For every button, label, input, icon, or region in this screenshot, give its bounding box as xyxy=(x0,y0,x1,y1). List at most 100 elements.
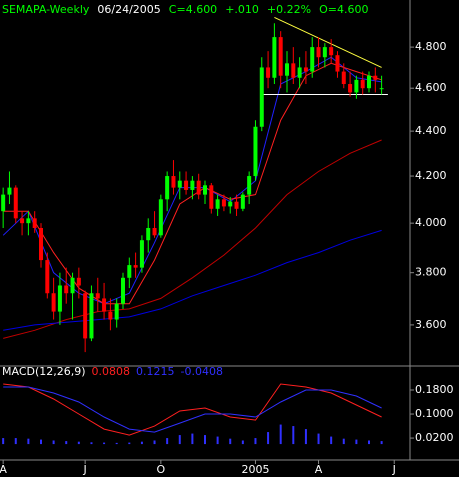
histogram-bar xyxy=(380,441,383,445)
legend-part: 0.0808 xyxy=(92,365,131,378)
candle-body xyxy=(247,176,252,195)
candle-body xyxy=(190,180,195,190)
x-tick-label: O xyxy=(157,463,166,476)
candle-body xyxy=(165,176,170,200)
candle-body xyxy=(221,199,226,207)
x-tick-label: A xyxy=(315,463,323,476)
candle-body xyxy=(348,84,353,93)
candle-body xyxy=(51,293,56,312)
histogram-bar xyxy=(267,432,270,445)
histogram-bar xyxy=(140,441,143,445)
x-tick-label: J xyxy=(83,463,87,476)
candle-body xyxy=(335,55,340,72)
histogram-bar xyxy=(216,436,219,445)
y-tick-label: 3.800 xyxy=(415,266,447,279)
candle-body xyxy=(303,67,308,72)
histogram-bar xyxy=(317,433,320,445)
histogram-bar xyxy=(191,433,194,445)
candle-body xyxy=(146,228,151,241)
y-tick-label: 4.400 xyxy=(415,124,447,137)
y-tick-label: 4.000 xyxy=(415,216,447,229)
histogram-bar xyxy=(27,438,30,445)
candle-body xyxy=(76,277,81,286)
title-part: +.010 xyxy=(225,3,259,16)
title-part: O=4.600 xyxy=(319,3,368,16)
x-tick-label: J xyxy=(392,463,396,476)
candle-body xyxy=(20,218,25,224)
histogram-bar xyxy=(128,442,131,445)
candle-body xyxy=(367,75,371,89)
title-part: +0.22% xyxy=(267,3,311,16)
candle-body xyxy=(360,79,365,89)
line xyxy=(274,16,382,68)
candle-body xyxy=(310,47,315,72)
candle-body xyxy=(89,293,94,339)
y-tick-label: 0.0200 xyxy=(415,431,454,444)
candle-body xyxy=(133,265,138,268)
candle-body xyxy=(285,63,289,76)
histogram-bar xyxy=(65,441,68,445)
candle-body xyxy=(354,79,359,93)
x-tick-label: A xyxy=(0,463,7,476)
candle-body xyxy=(139,240,144,268)
candle-body xyxy=(13,187,18,219)
histogram-bar xyxy=(115,442,118,445)
candle-body xyxy=(203,185,207,195)
legend-part: MACD(12,26,9) xyxy=(2,365,86,378)
histogram-bar xyxy=(304,429,307,445)
line xyxy=(3,386,382,433)
candle-body xyxy=(32,218,37,229)
histogram-bar xyxy=(241,440,244,445)
candle-body xyxy=(228,201,233,207)
x-tick-label: 2005 xyxy=(241,463,269,476)
candle-body xyxy=(95,293,100,299)
histogram-bar xyxy=(355,439,358,445)
candle-body xyxy=(121,277,125,304)
candle-body xyxy=(184,180,189,190)
title-part: 06/24/2005 xyxy=(97,3,160,16)
histogram-bar xyxy=(342,438,345,445)
candle-body xyxy=(234,201,239,209)
histogram-bar xyxy=(2,438,5,445)
histogram-bar xyxy=(178,435,181,445)
candle-body xyxy=(291,63,296,78)
histogram-bar xyxy=(14,438,17,445)
title-part: SEMAPA-Weekly xyxy=(2,3,90,16)
y-tick-label: 3.600 xyxy=(415,318,447,331)
y-tick-label: 0.1800 xyxy=(415,383,454,396)
histogram-bar xyxy=(153,440,156,445)
candle-body xyxy=(114,303,119,320)
histogram-bar xyxy=(292,426,295,445)
histogram-bar xyxy=(90,442,93,445)
candle-body xyxy=(373,75,378,80)
candle-body xyxy=(240,194,245,209)
histogram-bar xyxy=(204,435,206,445)
legend-part: 0.1215 xyxy=(136,365,175,378)
candle-body xyxy=(45,260,50,294)
y-tick-label: 0.1000 xyxy=(415,407,454,420)
y-tick-label: 4.600 xyxy=(415,81,447,94)
histogram-bar xyxy=(229,438,232,445)
y-tick-label: 4.800 xyxy=(415,40,447,53)
candle-body xyxy=(341,71,346,85)
histogram-bar xyxy=(40,439,42,445)
histogram-bar xyxy=(166,438,169,445)
candle-body xyxy=(57,285,62,312)
candle-body xyxy=(316,47,321,58)
candle-body xyxy=(158,199,163,236)
candle-body xyxy=(39,228,43,261)
line xyxy=(3,229,382,331)
candle-body xyxy=(152,228,157,236)
candle-body xyxy=(171,176,176,188)
candle-body xyxy=(215,199,220,209)
histogram-bar xyxy=(330,436,333,445)
candle-body xyxy=(379,88,384,90)
histogram-bar xyxy=(368,440,370,445)
candle-body xyxy=(7,187,12,195)
candle-body xyxy=(329,47,334,56)
candle-body xyxy=(108,311,113,320)
candle-body xyxy=(278,37,283,76)
